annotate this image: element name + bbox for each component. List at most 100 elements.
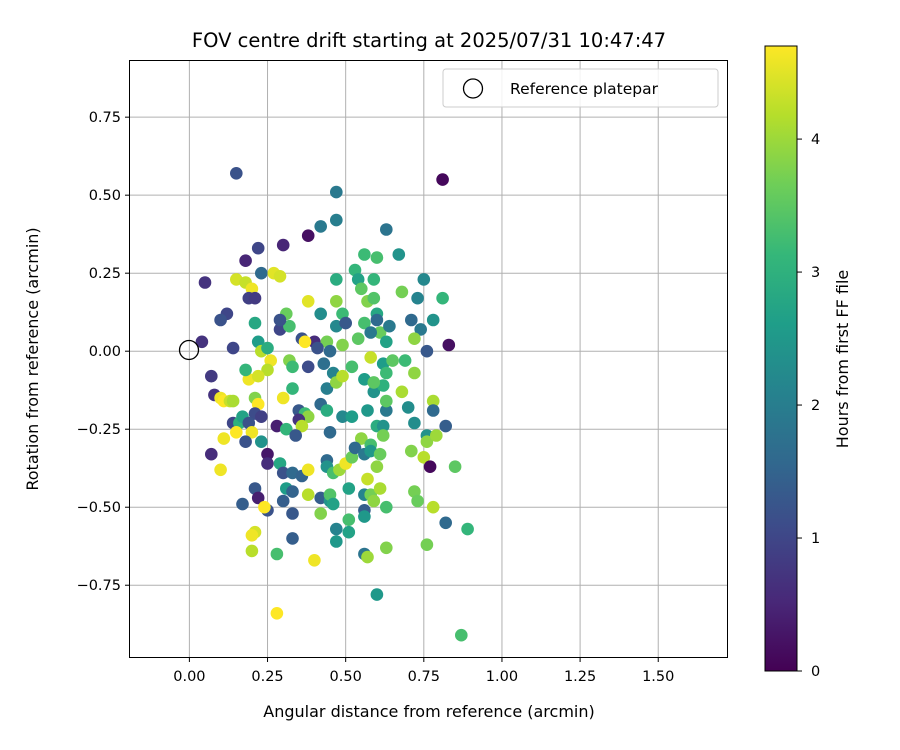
scatter-point	[217, 432, 231, 445]
scatter-point	[226, 394, 240, 408]
scatter-point	[342, 525, 356, 539]
scatter-point	[226, 341, 240, 355]
scatter-point	[245, 426, 259, 439]
scatter-point	[314, 220, 328, 233]
scatter-point	[405, 444, 418, 458]
scatter-point	[417, 273, 431, 286]
scatter-point	[370, 460, 384, 474]
scatter-point	[336, 338, 349, 352]
scatter-point	[392, 248, 406, 261]
plot-frame	[129, 60, 728, 658]
scatter-point	[376, 429, 390, 442]
scatter-point	[380, 366, 393, 380]
scatter-point	[330, 213, 343, 227]
colorbar-tick-label: 1	[811, 531, 820, 547]
scatter-point	[426, 404, 440, 417]
y-tick-label: 0.00	[89, 344, 121, 360]
scatter-point	[417, 451, 431, 464]
scatter-point	[383, 319, 396, 333]
scatter-point	[239, 363, 252, 377]
scatter-point	[364, 326, 378, 339]
scatter-point	[239, 435, 252, 449]
scatter-point	[426, 394, 440, 408]
scatter-point	[414, 323, 428, 336]
scatter-point	[436, 291, 449, 305]
scatter-point	[439, 516, 453, 530]
scatter-point	[283, 319, 296, 333]
scatter-point	[301, 360, 315, 374]
scatter-point	[330, 535, 343, 548]
scatter-point	[367, 376, 381, 389]
scatter-point	[239, 254, 252, 267]
scatter-point	[276, 238, 290, 252]
scatter-point	[370, 313, 384, 327]
scatter-point	[317, 357, 331, 371]
scatter-point	[342, 513, 356, 526]
scatter-point	[276, 494, 290, 508]
scatter-point	[367, 494, 381, 508]
scatter-point	[395, 285, 409, 299]
x-axis-ticks: 0.00 0.25 0.50 0.75 1.00 1.25 1.50	[173, 657, 674, 685]
scatter-point	[345, 360, 359, 374]
scatter-point	[423, 460, 437, 474]
scatter-point	[373, 326, 387, 339]
x-tick-label: 1.00	[486, 669, 518, 685]
scatter-point	[373, 482, 387, 495]
scatter-point	[330, 295, 343, 308]
scatter-point	[336, 410, 349, 424]
scatter-point	[245, 529, 259, 542]
scatter-point	[251, 369, 265, 383]
scatter-point	[408, 416, 421, 430]
scatter-point	[330, 273, 343, 286]
legend-marker-icon	[462, 78, 484, 99]
chart-title: FOV centre drift starting at 2025/07/31 …	[192, 29, 666, 52]
scatter-point	[273, 270, 287, 283]
scatter-point	[245, 544, 259, 558]
scatter-point	[254, 266, 268, 280]
scatter-point	[205, 447, 218, 461]
scatter-point	[342, 482, 356, 495]
scatter-point	[254, 435, 268, 449]
x-tick-label: 1.50	[642, 669, 674, 685]
scatter-point	[358, 510, 371, 523]
scatter-point	[364, 351, 378, 364]
scatter-point	[254, 410, 268, 424]
y-tick-label: −0.75	[77, 578, 121, 594]
scatter-point	[280, 422, 293, 436]
scatter-point	[380, 541, 393, 555]
scatter-point	[323, 344, 337, 358]
y-tick-label: 0.50	[89, 188, 121, 204]
scatter-point	[261, 447, 274, 461]
colorbar-label: Hours from first FF file	[833, 270, 852, 449]
scatter-point	[455, 628, 468, 642]
scatter-point	[311, 341, 324, 355]
scatter-point	[380, 335, 393, 349]
scatter-point	[214, 463, 227, 477]
scatter-point	[330, 185, 343, 199]
scatter-point	[251, 241, 265, 255]
x-tick-label: 0.25	[251, 669, 283, 685]
scatter-point	[230, 426, 243, 439]
scatter-point	[314, 507, 328, 520]
scatter-point	[420, 538, 434, 551]
colorbar-ticks: 0 1 2 3 4	[797, 132, 820, 680]
scatter-point	[320, 382, 334, 395]
scatter-point	[436, 173, 449, 186]
scatter-point	[370, 251, 384, 264]
legend-box	[442, 68, 719, 108]
scatter-point	[301, 463, 315, 477]
scatter-point	[251, 491, 265, 505]
scatter-point	[420, 344, 434, 358]
scatter-point	[308, 554, 321, 567]
scatter-point	[367, 273, 381, 286]
y-axis-ticks: −0.75 −0.50 −0.25 0.00 0.25 0.50 0.75	[77, 110, 130, 594]
scatter-point	[358, 248, 371, 261]
scatter-point	[408, 332, 421, 346]
y-axis-label: Rotation from reference (arcmin)	[23, 227, 42, 490]
scatter-point	[355, 282, 368, 296]
scatter-point	[258, 500, 271, 514]
scatter-point	[314, 307, 328, 321]
scatter-point	[442, 338, 456, 352]
scatter-point	[295, 419, 309, 433]
